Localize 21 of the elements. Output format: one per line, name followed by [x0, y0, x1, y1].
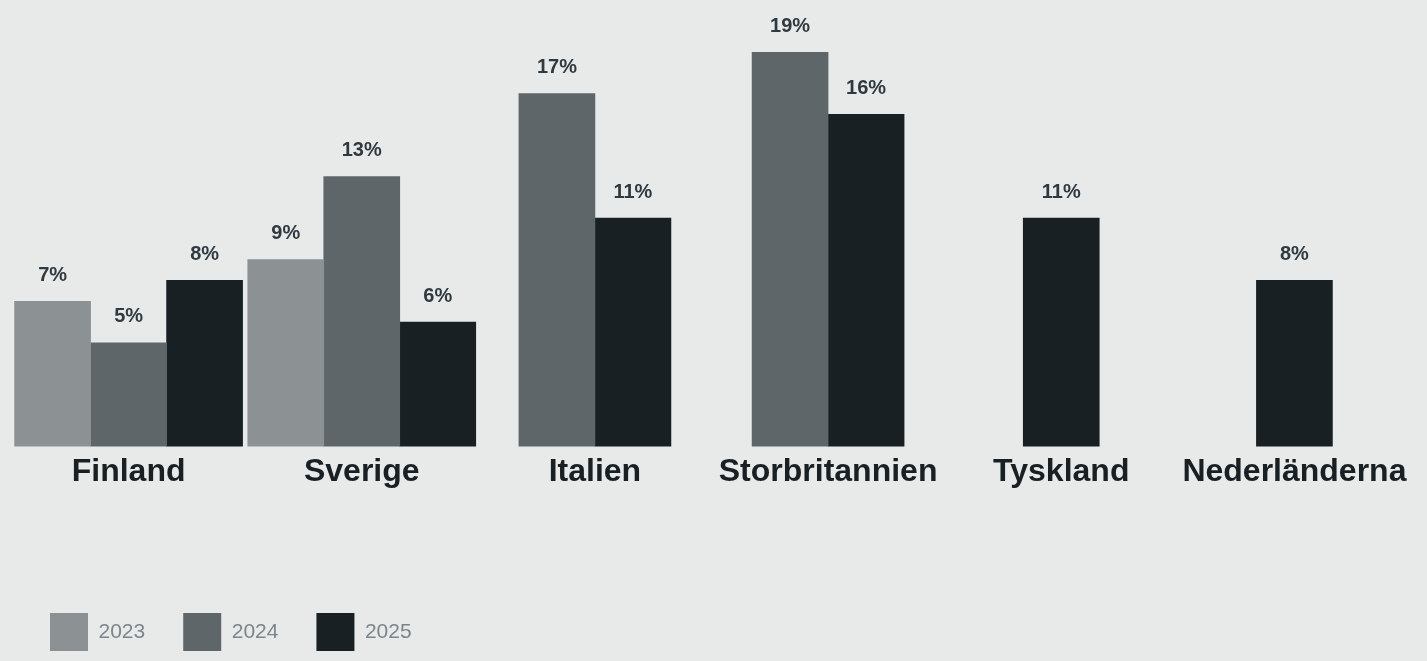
data-label: 9% — [271, 221, 301, 244]
data-label: 7% — [38, 262, 68, 285]
data-label: 5% — [114, 304, 144, 327]
x-tick-label: Tyskland — [993, 451, 1130, 488]
data-label: 6% — [423, 283, 453, 306]
x-tick-label: Italien — [548, 451, 642, 488]
x-tick-label: Sverige — [303, 451, 420, 488]
x-tick-label: Finland — [71, 451, 186, 488]
data-label: 8% — [190, 241, 220, 264]
x-tick-label: Storbritannien — [718, 451, 938, 488]
data-label: 19% — [770, 13, 811, 36]
data-label: 8% — [1279, 241, 1310, 264]
data-label: 16% — [846, 75, 887, 98]
data-label: 11% — [613, 179, 653, 202]
legend-label: 2023 — [98, 618, 146, 642]
data-label: 11% — [1041, 179, 1081, 202]
data-label: 13% — [341, 138, 382, 161]
legend-label: 2024 — [231, 618, 279, 642]
data-label: 17% — [536, 55, 578, 78]
x-tick-label: Nederländerna — [1182, 451, 1407, 488]
legend-label: 2025 — [364, 618, 412, 642]
